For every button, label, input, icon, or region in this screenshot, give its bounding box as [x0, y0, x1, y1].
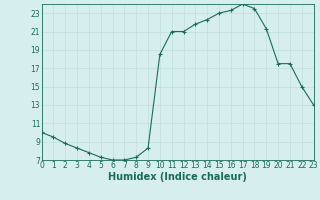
X-axis label: Humidex (Indice chaleur): Humidex (Indice chaleur) — [108, 172, 247, 182]
